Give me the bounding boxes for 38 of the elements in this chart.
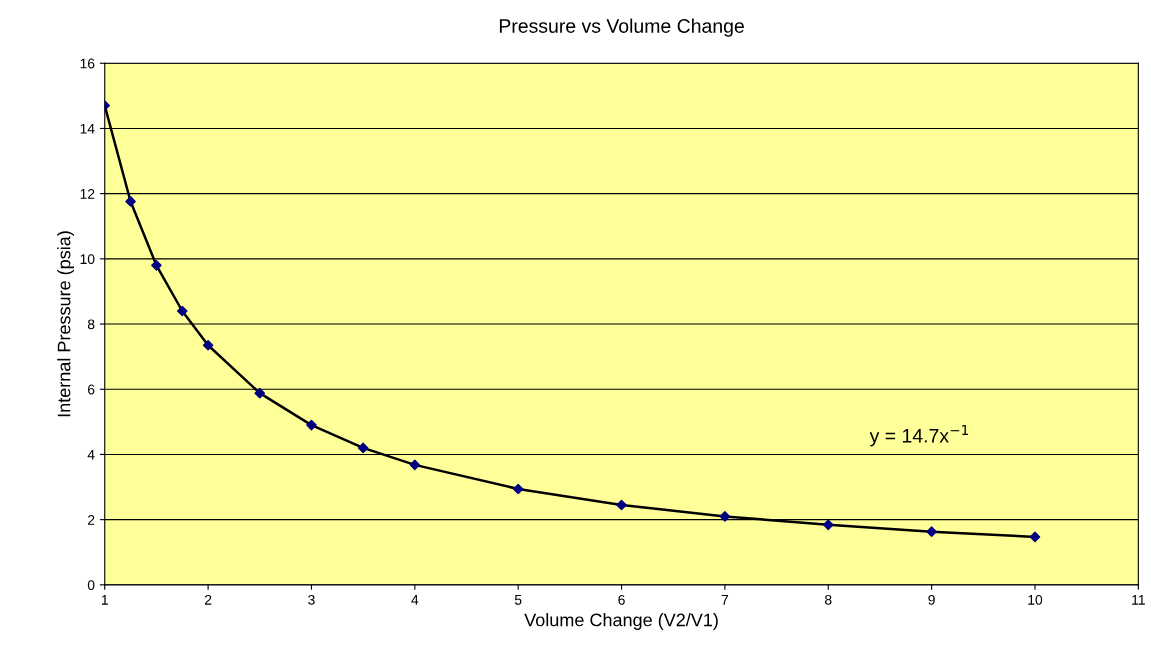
point — [926, 526, 937, 538]
y-tick-label: 4 — [87, 449, 95, 460]
x-tick-label: 3 — [308, 594, 315, 605]
x-tick-label: 8 — [825, 594, 832, 605]
x-tick-label: 5 — [514, 595, 522, 605]
point — [176, 305, 188, 317]
point — [151, 260, 162, 271]
y-tick-label: 16 — [80, 58, 95, 69]
chart-title: Pressure vs Volume Change — [499, 18, 744, 37]
y-tick-label: 12 — [80, 188, 95, 199]
point — [254, 387, 266, 399]
y-axis-title: Internal Pressure (psia) — [57, 231, 75, 417]
point — [306, 419, 317, 431]
point — [616, 499, 627, 511]
y-tick-label: 6 — [88, 384, 95, 395]
point — [409, 459, 421, 471]
x-tick-label: 2 — [204, 594, 212, 605]
y-tick-label: 8 — [87, 319, 95, 330]
y-tick-label: 14 — [80, 123, 95, 134]
x-tick-label: 10 — [1028, 594, 1043, 605]
annotation: y = 14.7x$^{−1}$ — [869, 425, 969, 447]
x-tick-label: 9 — [928, 594, 935, 605]
y-tick-label: 2 — [87, 514, 95, 525]
point — [357, 442, 369, 454]
point — [1029, 531, 1041, 543]
point — [822, 519, 834, 531]
y-tick-label: 10 — [80, 254, 95, 265]
x-tick-label: 1 — [101, 595, 108, 605]
x-tick-label: 4 — [411, 595, 419, 605]
x-axis-title: Volume Change (V2/V1) — [524, 613, 718, 630]
point — [719, 511, 731, 522]
point — [125, 196, 136, 207]
y-tick-label: 0 — [87, 580, 95, 591]
point — [512, 483, 524, 495]
point — [202, 339, 214, 351]
x-tick-label: 7 — [721, 595, 729, 605]
x-tick-label: 11 — [1132, 595, 1145, 605]
x-tick-label: 6 — [618, 594, 625, 605]
